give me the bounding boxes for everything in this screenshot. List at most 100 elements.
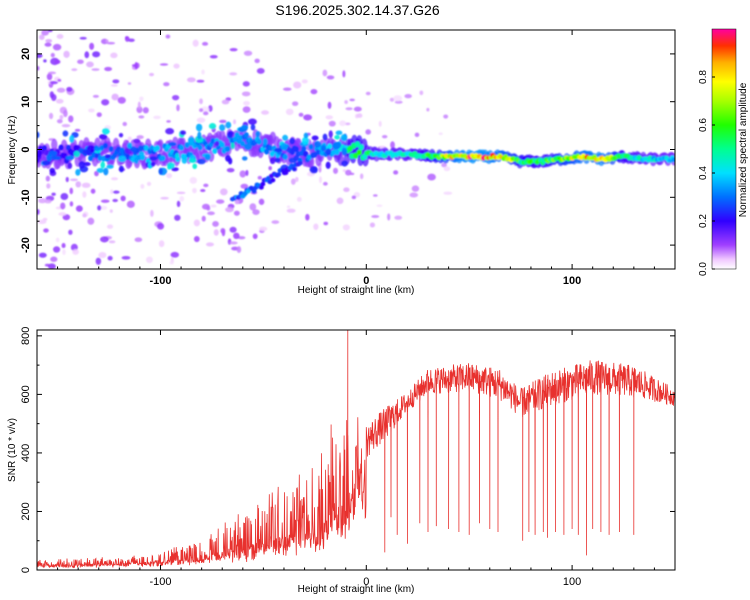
y-tick-label: 20 — [20, 48, 32, 60]
heatmap-noise-cell — [61, 124, 71, 128]
heatmap-noise-cell — [345, 107, 353, 111]
heatmap-noise-cell — [342, 224, 350, 231]
heatmap-noise-cell — [411, 185, 420, 192]
colorbar-ticks: 0.0 0.2 0.4 0.6 0.8 — [698, 70, 715, 276]
heatmap-noise-cell — [96, 112, 102, 118]
heatmap-ridge-cell — [256, 138, 262, 145]
y-tick-label: 0 — [20, 567, 32, 573]
snr-axes: -100 0 100 0 200 400 600 800 — [20, 327, 676, 588]
heatmap-blob — [195, 123, 203, 132]
heatmap-noise-cell — [58, 212, 67, 216]
heatmap-noise-cell — [97, 205, 102, 211]
heatmap-ridge-cell — [210, 137, 216, 144]
heatmap-blob — [37, 150, 42, 157]
heatmap-blob — [228, 157, 233, 165]
heatmap-noise-cell — [127, 38, 135, 43]
heatmap-blob — [117, 155, 127, 163]
heatmap-noise-cell — [68, 229, 73, 235]
heatmap-blob — [41, 160, 51, 166]
heatmap-noise-cell — [46, 183, 51, 189]
heatmap-noise-cell — [313, 223, 319, 230]
heatmap-noise-cell — [371, 215, 380, 218]
y-tick-label: 10 — [20, 96, 32, 108]
heatmap-noise-cell — [232, 119, 237, 125]
heatmap-blob — [94, 152, 99, 159]
heatmap-blob — [334, 135, 341, 140]
heatmap-ridge-cell — [264, 148, 270, 155]
heatmap-ridge-cell — [671, 157, 675, 163]
heatmap-ridge-cell — [102, 142, 109, 149]
heatmap-noise-cell — [159, 63, 169, 66]
heatmap-noise-cell — [189, 176, 198, 184]
heatmap-blob — [241, 156, 248, 161]
heatmap-ridge-cell — [327, 143, 333, 150]
heatmap-noise-cell — [54, 59, 61, 65]
heatmap-noise-cell — [72, 248, 79, 255]
heatmap-noise-cell — [70, 178, 78, 182]
heatmap-ridge-cell — [178, 144, 185, 151]
heatmap-blob — [179, 130, 187, 136]
heatmap-noise-cell — [38, 252, 47, 258]
heatmap-noise-cell — [75, 181, 82, 188]
heatmap-noise-cell — [169, 261, 173, 265]
heatmap-blob — [129, 146, 137, 153]
heatmap-blob — [181, 157, 188, 164]
heatmap-noise-cell — [342, 70, 346, 78]
heatmap-noise-cell — [349, 98, 355, 102]
x-tick-label: 0 — [363, 275, 369, 287]
heatmap-blob — [303, 132, 309, 139]
heatmap-noise-cell — [221, 99, 230, 105]
heatmap-noise-cell — [176, 191, 186, 195]
heatmap-branch-cell — [283, 170, 289, 176]
heatmap-blob — [274, 157, 281, 163]
heatmap-noise-cell — [46, 73, 53, 81]
heatmap-noise-cell — [112, 79, 120, 84]
heatmap-noise-cell — [213, 229, 219, 236]
heatmap-blob — [293, 155, 299, 161]
heatmap-noise-cell — [342, 169, 346, 173]
heatmap-noise-cell — [303, 114, 313, 121]
heatmap-blob — [158, 167, 163, 175]
heatmap-noise-cell — [359, 173, 364, 180]
heatmap-noise-cell — [323, 221, 329, 226]
heatmap-blob — [46, 154, 53, 162]
heatmap-blob — [341, 160, 348, 167]
heatmap-noise-cell — [296, 196, 302, 202]
heatmap-noise-cell — [199, 108, 204, 112]
heatmap-noise-cell — [394, 100, 403, 104]
heatmap-noise-cell — [208, 105, 213, 112]
heatmap-noise-cell — [233, 232, 240, 240]
heatmap-noise-cell — [328, 120, 336, 127]
heatmap-noise-cell — [145, 256, 153, 264]
heatmap-noise-cell — [438, 132, 443, 136]
heatmap-noise-cell — [56, 119, 63, 124]
heatmap-noise-cell — [305, 213, 310, 221]
heatmap-blob — [133, 138, 141, 144]
heatmap-blob — [52, 156, 61, 161]
heatmap-noise-cell — [45, 175, 51, 182]
heatmap-noise-cell — [209, 55, 218, 59]
heatmap-ridge-cell — [154, 145, 160, 152]
heatmap-noise-cell — [271, 220, 280, 224]
spectrogram-x-axis-label: Height of straight line (km) — [298, 285, 415, 296]
heatmap-ridge-cell — [356, 149, 362, 156]
heatmap-noise-cell — [106, 224, 114, 229]
heatmap-noise-cell — [166, 173, 173, 179]
heatmap-noise-cell — [111, 93, 119, 101]
y-tick-label: 0 — [20, 146, 32, 152]
heatmap-ridge-cell — [138, 145, 144, 152]
heatmap-ridge-cell — [212, 148, 218, 155]
heatmap-noise-cell — [112, 190, 120, 194]
heatmap-noise-cell — [60, 202, 66, 210]
heatmap-noise-cell — [55, 237, 60, 243]
heatmap-noise-cell — [323, 181, 328, 186]
heatmap-noise-cell — [134, 237, 143, 243]
heatmap-noise-cell — [146, 181, 152, 187]
heatmap-branch-cell — [270, 177, 276, 183]
heatmap-noise-cell — [110, 84, 118, 87]
heatmap-ridge-cell — [358, 144, 364, 151]
heatmap-noise-cell — [333, 167, 339, 174]
heatmap-noise-cell — [65, 176, 69, 183]
heatmap-blob — [341, 147, 348, 156]
heatmap-noise-cell — [91, 68, 100, 71]
